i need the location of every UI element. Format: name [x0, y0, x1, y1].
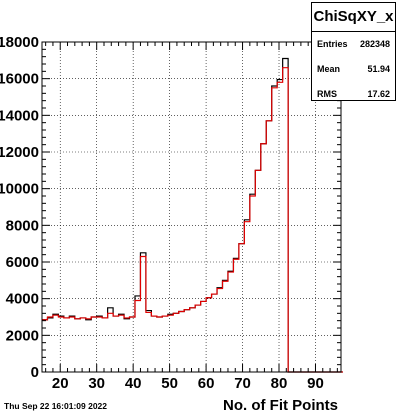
- y-tick-label: 2000: [6, 327, 39, 344]
- x-tick-label: 70: [234, 375, 251, 392]
- x-tick-label: 60: [198, 375, 215, 392]
- stats-row-entries: Entries 282348: [312, 36, 395, 52]
- y-tick-label: 18000: [0, 34, 39, 51]
- y-tick-label: 6000: [6, 254, 39, 271]
- x-tick-label: 90: [307, 375, 324, 392]
- stats-label: RMS: [317, 89, 337, 99]
- x-axis-ticks: 20 30 40 50 60 70 80 90: [45, 42, 338, 392]
- stats-value: 17.62: [367, 89, 390, 99]
- stats-value: 282348: [359, 39, 390, 49]
- histogram-series-1: [42, 67, 343, 373]
- grid: [42, 42, 341, 372]
- x-axis-title: No. of Fit Points: [223, 397, 338, 414]
- y-tick-label: 8000: [6, 217, 39, 234]
- datestamp: Thu Sep 22 16:01:09 2022: [4, 401, 107, 411]
- stats-value: 51.94: [367, 64, 390, 74]
- y-tick-label: 4000: [6, 291, 39, 308]
- y-tick-label: 10000: [0, 181, 39, 198]
- x-tick-label: 30: [88, 375, 105, 392]
- stats-box-title: ChiSqXY_x: [312, 3, 395, 32]
- x-tick-label: 50: [161, 375, 178, 392]
- stats-box: ChiSqXY_x Entries 282348 Mean 51.94 RMS …: [311, 2, 396, 101]
- stats-row-mean: Mean 51.94: [312, 61, 395, 77]
- histogram-series-0: [42, 57, 343, 373]
- x-tick-label: 20: [52, 375, 69, 392]
- y-tick-label: 14000: [0, 107, 39, 124]
- plot-frame: [41, 41, 342, 373]
- y-axis-ticks: 0 2000 4000 6000 8000 10000 12000 14000 16000 180…: [0, 34, 341, 381]
- stats-label: Mean: [317, 64, 341, 74]
- histogram-series: [42, 57, 343, 373]
- y-tick-label: 0: [31, 364, 39, 381]
- plot-border: [41, 41, 342, 373]
- x-tick-label: 80: [271, 375, 288, 392]
- y-tick-label: 16000: [0, 71, 39, 88]
- y-tick-label: 12000: [0, 144, 39, 161]
- x-tick-label: 40: [125, 375, 142, 392]
- stats-label: Entries: [317, 39, 348, 49]
- stats-row-rms: RMS 17.62: [312, 86, 395, 102]
